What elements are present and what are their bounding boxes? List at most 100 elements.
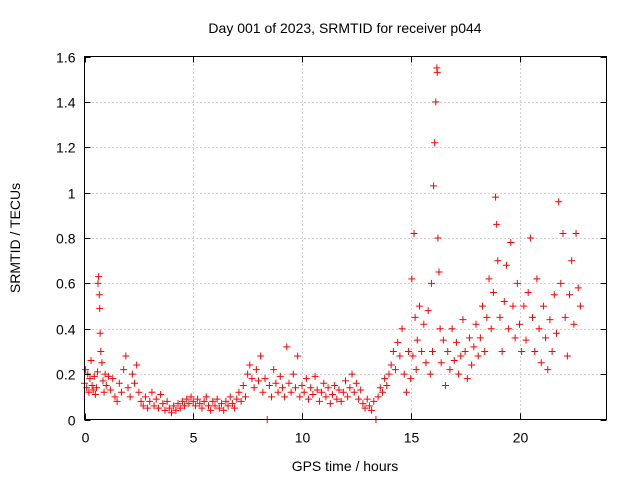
data-point: [174, 400, 182, 408]
data-point: [215, 404, 223, 412]
data-point: [86, 375, 94, 383]
data-point: [100, 388, 108, 396]
data-point: [305, 395, 313, 403]
data-point: [474, 352, 482, 360]
data-point: [511, 334, 519, 342]
data-point: [252, 366, 260, 374]
data-point: [339, 388, 347, 396]
data-point: [107, 386, 115, 394]
data-point: [196, 400, 204, 408]
data-point: [231, 404, 239, 412]
data-point: [233, 395, 241, 403]
data-point: [124, 384, 132, 392]
data-point: [568, 257, 576, 265]
data-point: [402, 388, 410, 396]
y-tick-label: 0.8: [56, 231, 76, 247]
x-tick-label: 20: [513, 430, 529, 446]
data-points: [81, 64, 584, 423]
data-point: [433, 68, 441, 76]
data-point: [209, 397, 217, 405]
data-point: [87, 357, 95, 365]
chart-title: Day 001 of 2023, SRMTID for receiver p04…: [208, 20, 481, 36]
data-point: [222, 397, 230, 405]
y-tick-label: 0.4: [56, 322, 76, 338]
data-point: [265, 381, 273, 389]
data-point: [161, 406, 169, 414]
data-point: [434, 234, 442, 242]
data-point: [324, 384, 332, 392]
data-point: [350, 388, 358, 396]
data-point: [328, 391, 336, 399]
data-point: [398, 325, 406, 333]
data-point: [418, 347, 426, 355]
data-point: [187, 393, 195, 401]
data-point: [546, 316, 554, 324]
data-point: [359, 400, 367, 408]
data-point: [537, 359, 545, 367]
data-point: [436, 325, 444, 333]
data-point: [389, 347, 397, 355]
data-point: [572, 229, 580, 237]
data-point: [283, 343, 291, 351]
data-point: [133, 361, 141, 369]
data-point: [272, 379, 280, 387]
data-point: [496, 313, 504, 321]
x-axis-label: GPS time / hours: [292, 458, 399, 474]
data-point: [85, 388, 93, 396]
data-point: [176, 404, 184, 412]
data-point: [387, 361, 395, 369]
data-point: [559, 229, 567, 237]
data-point: [376, 384, 384, 392]
data-point: [276, 372, 284, 380]
data-point: [96, 329, 104, 337]
data-point: [131, 379, 139, 387]
data-point: [261, 375, 269, 383]
data-point: [368, 406, 376, 414]
data-point: [576, 302, 584, 310]
data-point: [270, 366, 278, 374]
data-point: [198, 404, 206, 412]
data-point: [500, 298, 508, 306]
data-point: [439, 336, 447, 344]
data-point: [408, 275, 416, 283]
data-point: [552, 329, 560, 337]
data-point: [97, 347, 105, 355]
data-point: [470, 343, 478, 351]
data-point: [457, 352, 465, 360]
data-point: [548, 347, 556, 355]
data-point: [159, 400, 167, 408]
data-point: [91, 391, 99, 399]
data-point: [430, 182, 438, 190]
data-point: [98, 359, 106, 367]
data-point: [531, 347, 539, 355]
data-point: [152, 395, 160, 403]
data-point: [157, 391, 165, 399]
data-point: [424, 307, 432, 315]
data-point: [476, 334, 484, 342]
data-point: [126, 393, 134, 401]
data-point: [300, 388, 308, 396]
x-tick-label: 0: [82, 430, 90, 446]
data-point: [241, 393, 249, 401]
data-point: [396, 352, 404, 360]
data-point: [524, 288, 532, 296]
data-point: [557, 279, 565, 287]
data-point: [202, 393, 210, 401]
data-point: [120, 366, 128, 374]
y-tick-label: 0.2: [56, 367, 76, 383]
data-point: [407, 375, 415, 383]
data-point: [520, 302, 528, 310]
data-point: [465, 334, 473, 342]
data-point: [200, 397, 208, 405]
data-point: [291, 384, 299, 392]
data-point: [204, 402, 212, 410]
data-point: [207, 406, 215, 414]
data-point: [437, 359, 445, 367]
data-point: [250, 384, 258, 392]
data-point: [452, 338, 460, 346]
data-point: [335, 386, 343, 394]
data-point: [374, 393, 382, 401]
data-point: [529, 313, 537, 321]
data-point: [432, 98, 440, 106]
data-point: [331, 381, 339, 389]
